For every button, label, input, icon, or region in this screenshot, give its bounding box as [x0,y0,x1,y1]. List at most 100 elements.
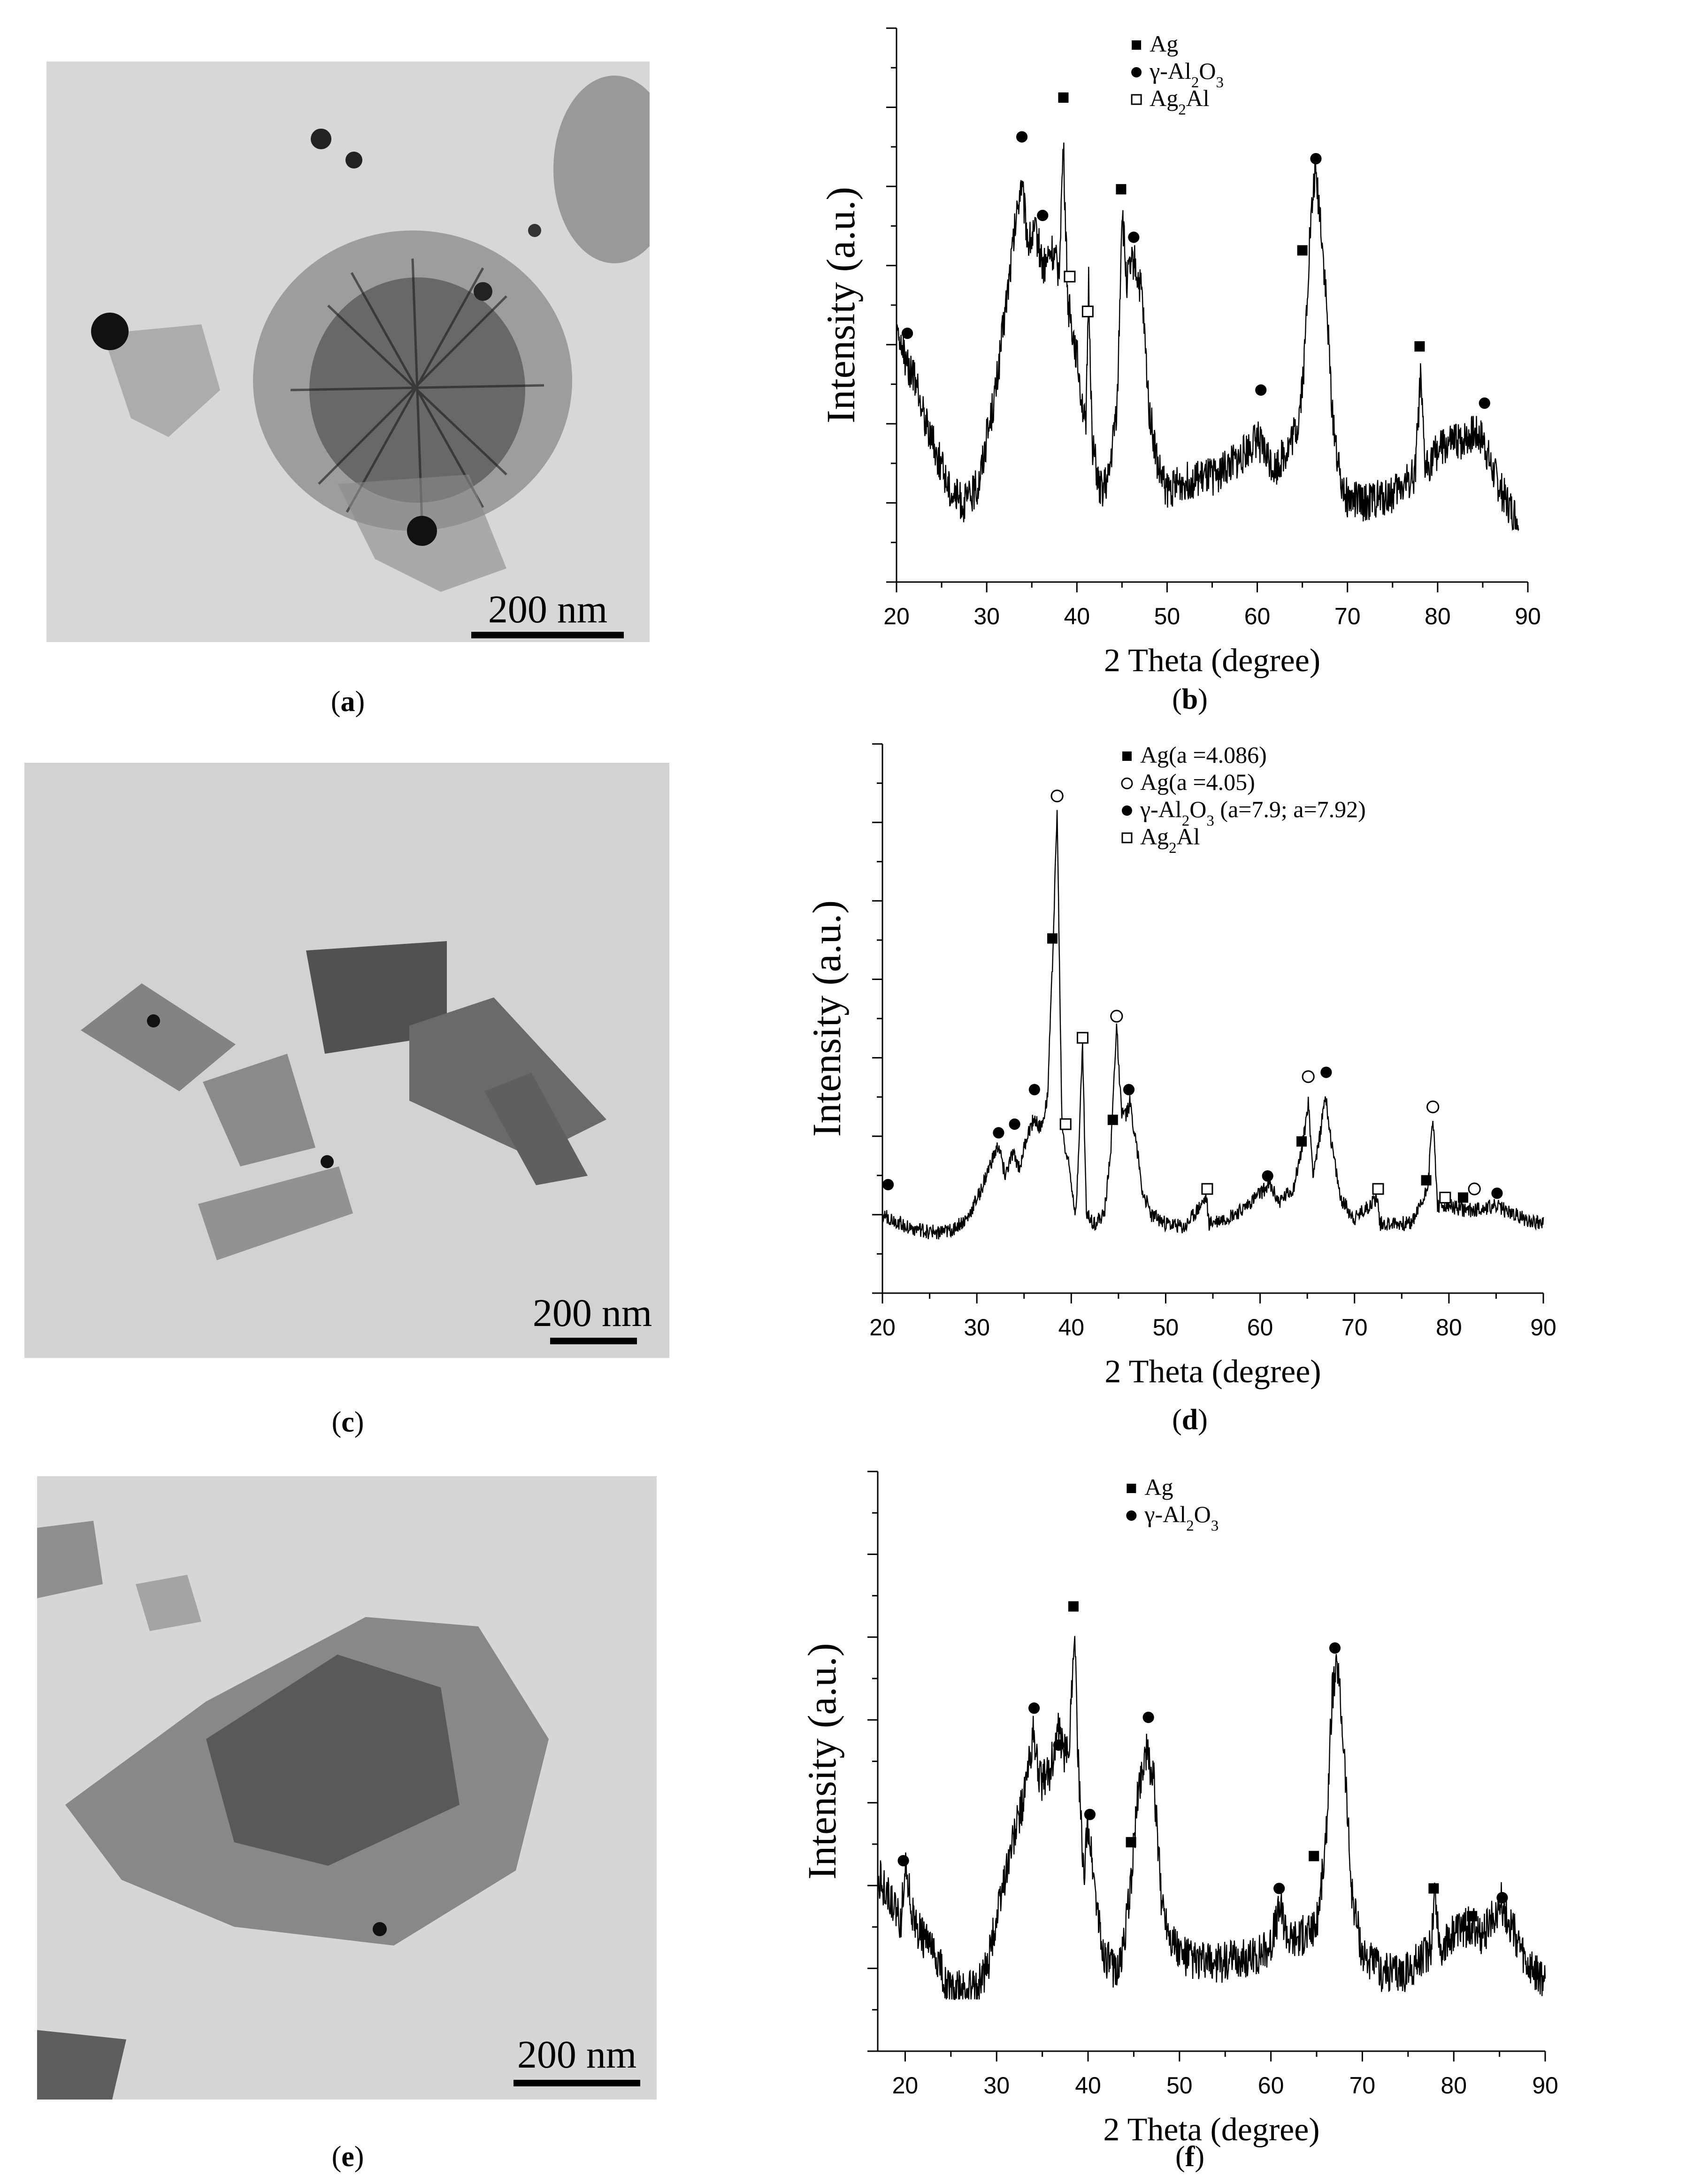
chart-d-group: 20 30 40 50 60 70 80 90 2 Theta (degree) Intensit… [804,742,1556,1390]
peak-marker-open-square [1076,1032,1088,1044]
peak-marker-filled-square [1126,1837,1136,1847]
peak-marker-filled-circle [1142,1711,1154,1723]
xrd-trace [877,1636,1546,2000]
legend-label: Ag(a =4.086) [1140,742,1267,768]
peak-marker-filled-circle [1084,1809,1096,1820]
legend-marker [1127,1484,1136,1493]
peak-marker-filled-square [1107,1114,1118,1125]
peak-marker-filled-circle [1273,1883,1285,1894]
x-tick-label: 70 [1341,1314,1368,1341]
tem-image-e: 200 nm [37,1476,657,2100]
peak-marker-filled-square [1297,245,1308,256]
legend-label: γ-Al2O3 [1149,58,1224,91]
peak-marker-filled-circle [1329,1642,1341,1654]
caption-d: (d) [1172,1404,1208,1436]
x-tick-label: 80 [1441,2072,1467,2099]
peak-marker-open-circle [1110,1010,1123,1023]
x-tick-label: 90 [1515,603,1541,629]
legend-marker [1131,67,1142,77]
x-tick-label: 30 [983,2072,1010,2099]
peak-marker-filled-circle [1491,1188,1503,1199]
legend-marker [1121,832,1133,843]
legend-marker [1122,751,1132,761]
peak-marker-open-square [1064,270,1076,283]
peak-marker-open-square [1201,1183,1213,1195]
legend-marker [1132,40,1142,50]
x-tick-label: 70 [1349,2072,1376,2099]
legend-label: Ag [1150,31,1178,57]
peak-marker-open-square [1081,306,1094,318]
peak-marker-filled-circle [1053,1739,1065,1751]
legend-label: γ-Al2O3 [1144,1501,1219,1534]
peak-marker-filled-circle [1016,131,1028,143]
peak-marker-filled-circle [1123,1084,1135,1096]
peak-marker-filled-circle [897,1855,909,1867]
peak-marker-filled-square [1296,1136,1307,1147]
peak-marker-filled-circle [1009,1118,1020,1130]
peak-marker-filled-circle [1037,209,1049,222]
scale-bar-label-e: 200 nm [517,2033,636,2077]
x-tick-label: 60 [1258,2072,1284,2099]
peak-marker-open-circle [1302,1070,1315,1083]
caption-a: (a) [330,686,365,718]
x-axis-title: 2 Theta (degree) [1104,643,1320,679]
xrd-chart-d: 20 30 40 50 60 70 80 90 2 Theta (degree) Intensit… [798,735,1652,1392]
legend-marker [1131,94,1142,105]
x-tick-label: 90 [1532,2072,1558,2099]
caption-b: (b) [1172,683,1208,715]
legend-label: γ-Al2O3 (a=7.9; a=7.92) [1140,796,1366,829]
xrd-trace [881,810,1544,1240]
x-tick-label: 60 [1244,603,1271,629]
peak-marker-filled-circle [1028,1702,1040,1714]
legend-marker [1126,1510,1137,1521]
x-tick-label: 80 [1425,603,1451,629]
x-tick-label: 30 [964,1314,990,1341]
peak-marker-open-circle [1426,1100,1440,1113]
peak-marker-filled-circle [1128,231,1140,243]
peak-marker-filled-square [1458,1192,1469,1203]
caption-e: (e) [331,2141,364,2173]
peak-marker-open-square [1059,1118,1072,1130]
x-axis-title: 2 Theta (degree) [1104,1354,1321,1390]
peak-marker-filled-square [1068,1601,1079,1612]
peak-marker-open-circle [1468,1182,1481,1195]
peak-marker-filled-circle [1255,384,1267,396]
x-tick-label: 20 [883,603,910,629]
x-tick-label: 20 [869,1314,896,1341]
peak-marker-filled-circle [1310,153,1322,165]
x-tick-label: 90 [1530,1314,1556,1341]
peak-marker-open-circle [1050,789,1064,803]
caption-c: (c) [331,1406,364,1438]
xrd-trace [896,142,1519,532]
legend-label: Ag [1144,1474,1173,1500]
x-tick-label: 60 [1247,1314,1273,1341]
peak-marker-open-square [1439,1191,1451,1203]
scale-bar-label-c: 200 nm [533,1291,652,1335]
peak-marker-filled-circle [1028,1084,1040,1096]
peak-marker-filled-circle [1496,1892,1508,1904]
caption-f: (f) [1175,2141,1204,2173]
x-tick-label: 80 [1436,1314,1462,1341]
peak-marker-filled-circle [901,328,913,339]
peak-marker-filled-square [1414,341,1425,352]
x-tick-label: 20 [892,2072,919,2099]
legend-marker [1121,805,1132,816]
legend-label: Ag2Al [1150,85,1210,118]
x-tick-label: 40 [1075,2072,1101,2099]
peak-marker-filled-circle [1262,1170,1273,1182]
peak-marker-filled-square [1421,1175,1432,1186]
x-tick-label: 50 [1153,1314,1179,1341]
tem-image-c: 200 nm [24,763,669,1358]
legend-marker [1121,777,1133,789]
xrd-chart-f: 20 30 40 50 60 70 80 90 2 Theta (degree) Intensit… [798,1455,1652,2148]
legend-label: Ag2Al [1140,823,1200,857]
chart-f-group: 20 30 40 50 60 70 80 90 2 Theta (degree) Intensit… [799,1471,1558,2148]
x-tick-label: 40 [1058,1314,1084,1341]
peak-marker-filled-square [1116,184,1127,195]
legend-label: Ag(a =4.05) [1140,769,1255,795]
peak-marker-open-square [1372,1183,1384,1195]
peak-marker-filled-circle [1320,1066,1332,1078]
scale-bar-label-a: 200 nm [488,588,607,631]
peak-marker-filled-square [1467,1911,1478,1922]
y-axis-title: Intensity (a.u.) [804,900,849,1137]
